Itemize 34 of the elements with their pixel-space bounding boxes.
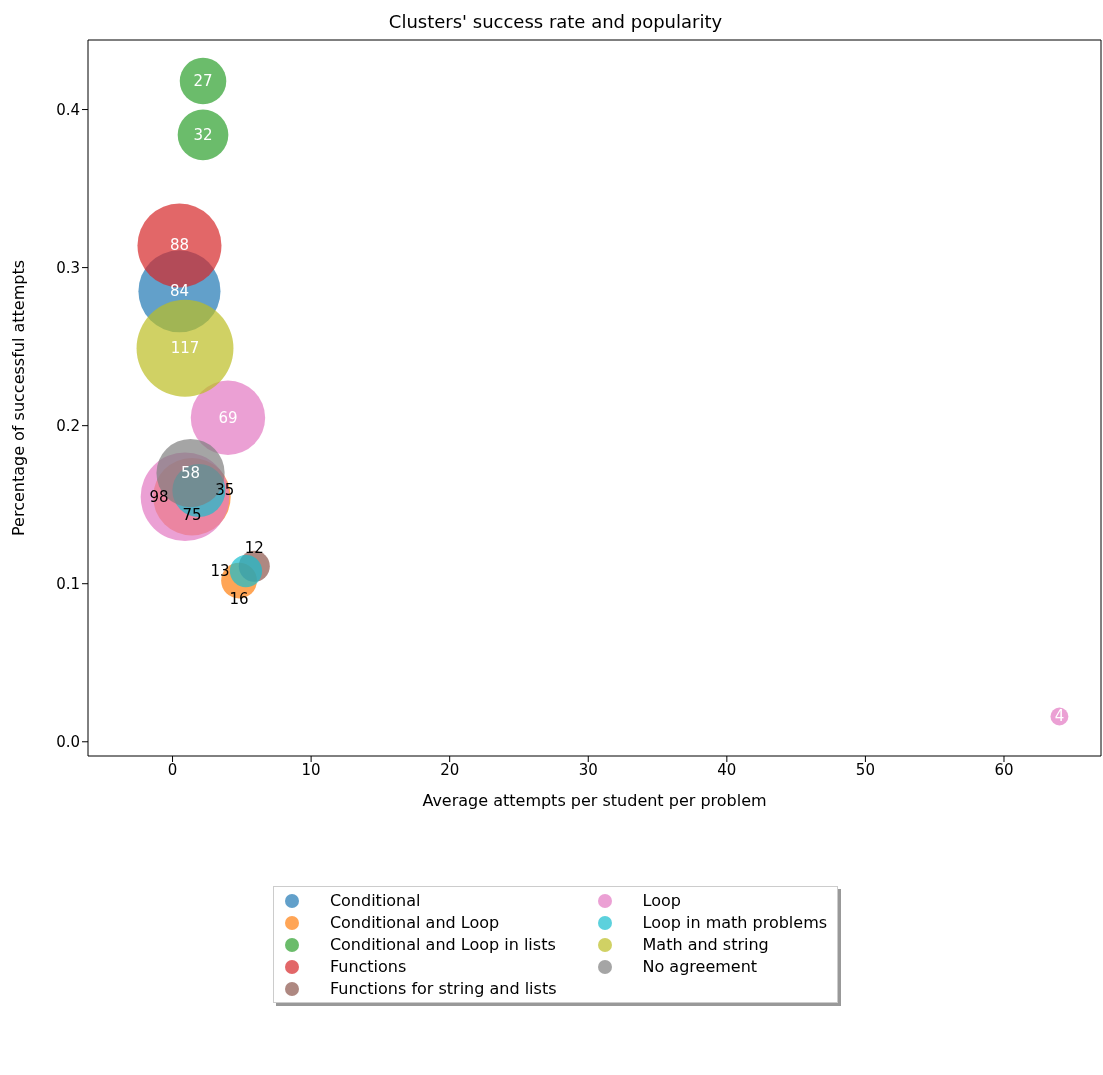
x-tick-label: 50 [855,760,875,779]
legend-label: Loop [642,891,681,910]
y-tick-label: 0.1 [56,575,80,594]
data-label: 12 [244,539,264,558]
x-tick-label: 30 [578,760,598,779]
legend-label: Conditional and Loop in lists [329,935,556,954]
legend-label: Conditional and Loop [329,913,500,932]
data-label: 27 [193,72,213,91]
x-tick-label: 20 [440,760,460,779]
data-label: 88 [169,236,190,255]
x-tick-label: 40 [717,760,737,779]
x-tick-label: 10 [301,760,321,779]
chart-title: Clusters' success rate and popularity [387,10,724,34]
legend-label: Loop in math problems [642,913,828,932]
legend-label: Math and string [642,935,769,954]
data-label: 98 [149,487,169,506]
y-tick-label: 0.0 [56,733,80,752]
legend-label: Conditional [329,891,421,910]
legend-label: Functions [329,957,407,976]
y-tick-label: 0.4 [56,100,80,119]
y-tick-label: 0.3 [56,258,80,277]
y-axis-title: Percentage of successful attempts [8,259,28,537]
x-tick-label: 60 [994,760,1014,779]
data-label: 69 [218,408,238,427]
x-axis-title: Average attempts per student per problem [422,791,767,810]
legend-label: Functions for string and lists [329,979,557,998]
data-label: 84 [169,282,190,301]
y-tick-label: 0.2 [56,416,80,435]
x-tick-label: 0 [167,760,178,779]
data-label: 4 [1054,707,1065,726]
legend-label: No agreement [642,957,758,976]
data-label: 117 [170,339,200,358]
data-label: 58 [181,464,201,483]
data-label: 32 [193,125,213,144]
